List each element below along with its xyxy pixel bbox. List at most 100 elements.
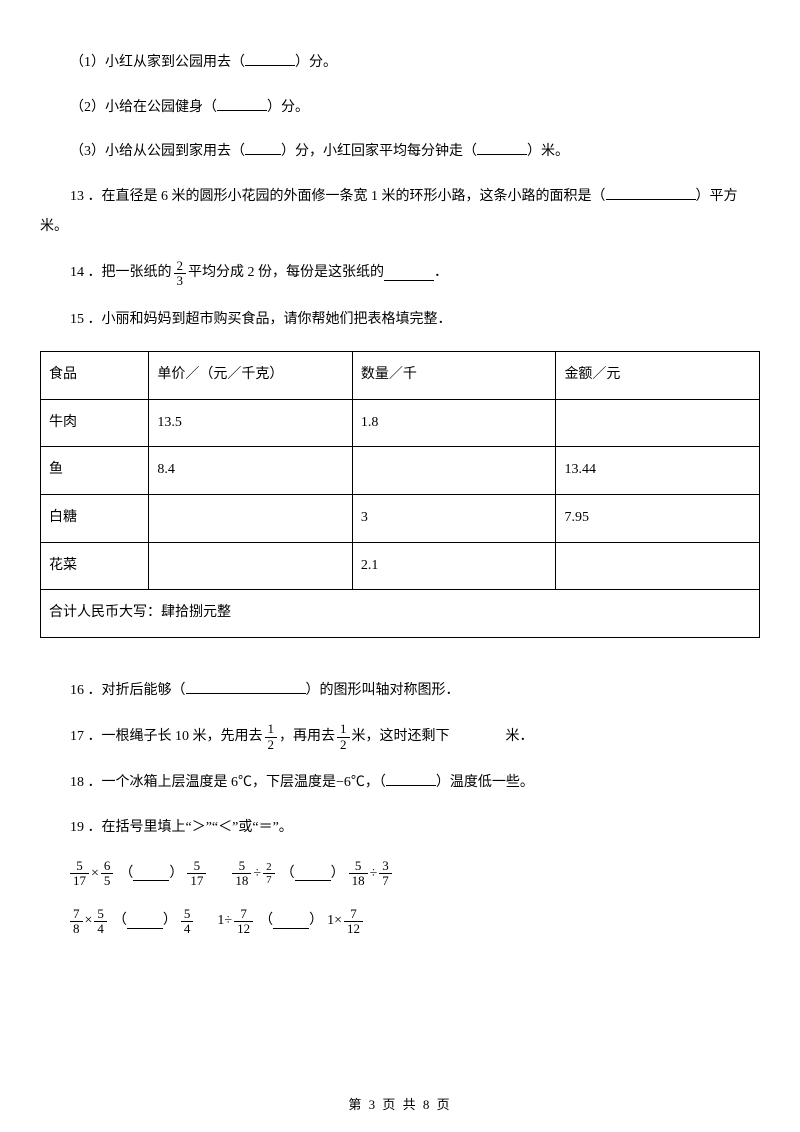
text: ． bbox=[434, 260, 448, 287]
footer-text: 第 3 页 共 8 页 bbox=[348, 1097, 451, 1112]
fraction: 518 bbox=[232, 859, 251, 889]
text: （1）小红从家到公园用去（ bbox=[70, 55, 245, 70]
paren: ） bbox=[309, 908, 323, 935]
blank[interactable] bbox=[245, 140, 281, 155]
text: 小丽和妈妈到超市购买食品，请你帮她们把表格填完整． bbox=[102, 312, 452, 327]
fraction: 1 2 bbox=[265, 722, 278, 752]
numerator: 7 bbox=[70, 907, 83, 922]
text: ）的图形叫轴对称图形． bbox=[306, 683, 460, 698]
text: 在直径是 6 米的圆形小花园的外面修一条宽 1 米的环形小路，这条小路的面积是（ bbox=[102, 189, 606, 204]
blank[interactable] bbox=[217, 96, 267, 111]
text: ）平方 bbox=[696, 189, 738, 204]
denominator: 18 bbox=[349, 874, 368, 888]
th: 食品 bbox=[41, 352, 149, 400]
q14: 14 ． 把一张纸的 2 3 平均分成 2 份，每份是这张纸的 ． bbox=[40, 259, 760, 289]
q19: 19 ．在括号里填上“＞”“＜”或“＝”。 bbox=[40, 815, 760, 842]
cell[interactable] bbox=[556, 542, 760, 590]
q12-sub1: （1）小红从家到公园用去（ ）分。 bbox=[40, 50, 760, 77]
cell[interactable] bbox=[149, 494, 353, 542]
text: 对折后能够（ bbox=[102, 683, 186, 698]
cell: 13.5 bbox=[149, 399, 353, 447]
cell: 白糖 bbox=[41, 494, 149, 542]
numerator: 6 bbox=[101, 859, 114, 874]
label: 19 ． bbox=[70, 820, 102, 835]
fraction: 1 2 bbox=[337, 722, 350, 752]
numerator: 2 bbox=[263, 861, 275, 874]
blank[interactable] bbox=[386, 771, 436, 786]
paren: （ bbox=[281, 861, 295, 888]
cell: 花菜 bbox=[41, 542, 149, 590]
equation-row-1: 517 × 65 （） 517 518 ÷ 27 （） 518 ÷ 37 bbox=[40, 859, 760, 889]
denominator: 4 bbox=[181, 922, 194, 936]
pre: 1× bbox=[327, 908, 342, 935]
paren: （ bbox=[119, 861, 133, 888]
th: 数量／千 bbox=[352, 352, 556, 400]
label: 17 ． bbox=[70, 724, 102, 751]
text: 把一张纸的 bbox=[102, 260, 172, 287]
q12-sub3: （3）小给从公园到家用去（）分，小红回家平均每分钟走（）米。 bbox=[40, 139, 760, 166]
th: 单价／（元／千克） bbox=[149, 352, 353, 400]
table-row: 白糖 3 7.95 bbox=[41, 494, 760, 542]
blank[interactable] bbox=[127, 914, 163, 929]
denominator: 18 bbox=[232, 874, 251, 888]
denominator: 7 bbox=[379, 874, 392, 888]
op: ÷ bbox=[253, 861, 261, 888]
numerator: 5 bbox=[232, 859, 251, 874]
blank[interactable] bbox=[477, 140, 527, 155]
text: ，再用去 bbox=[279, 724, 335, 751]
text: 米，这时还剩下 米． bbox=[352, 724, 534, 751]
numerator: 3 bbox=[379, 859, 392, 874]
pre: 1÷ bbox=[217, 908, 232, 935]
table-row: 鱼 8.4 13.44 bbox=[41, 447, 760, 495]
text: 一根绳子长 10 米，先用去 bbox=[102, 724, 263, 751]
cell: 13.44 bbox=[556, 447, 760, 495]
cell: 合计人民币大写：肆拾捌元整 bbox=[41, 590, 760, 638]
cell[interactable] bbox=[352, 447, 556, 495]
op: × bbox=[91, 861, 99, 888]
op: ÷ bbox=[370, 861, 378, 888]
text: 平均分成 2 份，每份是这张纸的 bbox=[188, 260, 384, 287]
numerator: 5 bbox=[187, 859, 206, 874]
denominator: 17 bbox=[70, 874, 89, 888]
denominator: 12 bbox=[234, 922, 253, 936]
blank[interactable] bbox=[273, 914, 309, 929]
numerator: 7 bbox=[344, 907, 363, 922]
denominator: 5 bbox=[101, 874, 114, 888]
denominator: 7 bbox=[263, 874, 275, 886]
q16: 16 ．对折后能够（）的图形叫轴对称图形． bbox=[40, 678, 760, 705]
fraction: 712 bbox=[344, 907, 363, 937]
text: ）温度低一些。 bbox=[436, 775, 534, 790]
text: ）分。 bbox=[267, 100, 309, 115]
blank[interactable] bbox=[384, 266, 434, 281]
cell: 2.1 bbox=[352, 542, 556, 590]
fraction: 517 bbox=[70, 859, 89, 889]
denominator: 4 bbox=[94, 922, 107, 936]
blank[interactable] bbox=[245, 51, 295, 66]
denominator: 8 bbox=[70, 922, 83, 936]
numerator: 2 bbox=[174, 259, 187, 274]
eq-group: 78 × 54 （） 54 bbox=[68, 907, 195, 937]
cell[interactable] bbox=[556, 399, 760, 447]
fraction: 54 bbox=[181, 907, 194, 937]
text: （3）小给从公园到家用去（ bbox=[70, 144, 245, 159]
denominator: 3 bbox=[174, 274, 187, 288]
fraction: 65 bbox=[101, 859, 114, 889]
cell[interactable] bbox=[149, 542, 353, 590]
label: 14 ． bbox=[70, 260, 102, 287]
cell: 8.4 bbox=[149, 447, 353, 495]
paren: ） bbox=[163, 908, 177, 935]
text: ）分。 bbox=[295, 55, 337, 70]
eq-group: 517 × 65 （） 517 bbox=[68, 859, 208, 889]
text: 米。 bbox=[40, 219, 68, 234]
blank[interactable] bbox=[186, 679, 306, 694]
th: 金额／元 bbox=[556, 352, 760, 400]
blank[interactable] bbox=[295, 866, 331, 881]
denominator: 12 bbox=[344, 922, 363, 936]
op: × bbox=[85, 908, 93, 935]
q12-sub2: （2）小给在公园健身（）分。 bbox=[40, 95, 760, 122]
blank[interactable] bbox=[133, 866, 169, 881]
q13: 13 ．在直径是 6 米的圆形小花园的外面修一条宽 1 米的环形小路，这条小路的… bbox=[40, 184, 760, 211]
blank[interactable] bbox=[606, 185, 696, 200]
paren: ） bbox=[169, 861, 183, 888]
numerator: 1 bbox=[265, 722, 278, 737]
